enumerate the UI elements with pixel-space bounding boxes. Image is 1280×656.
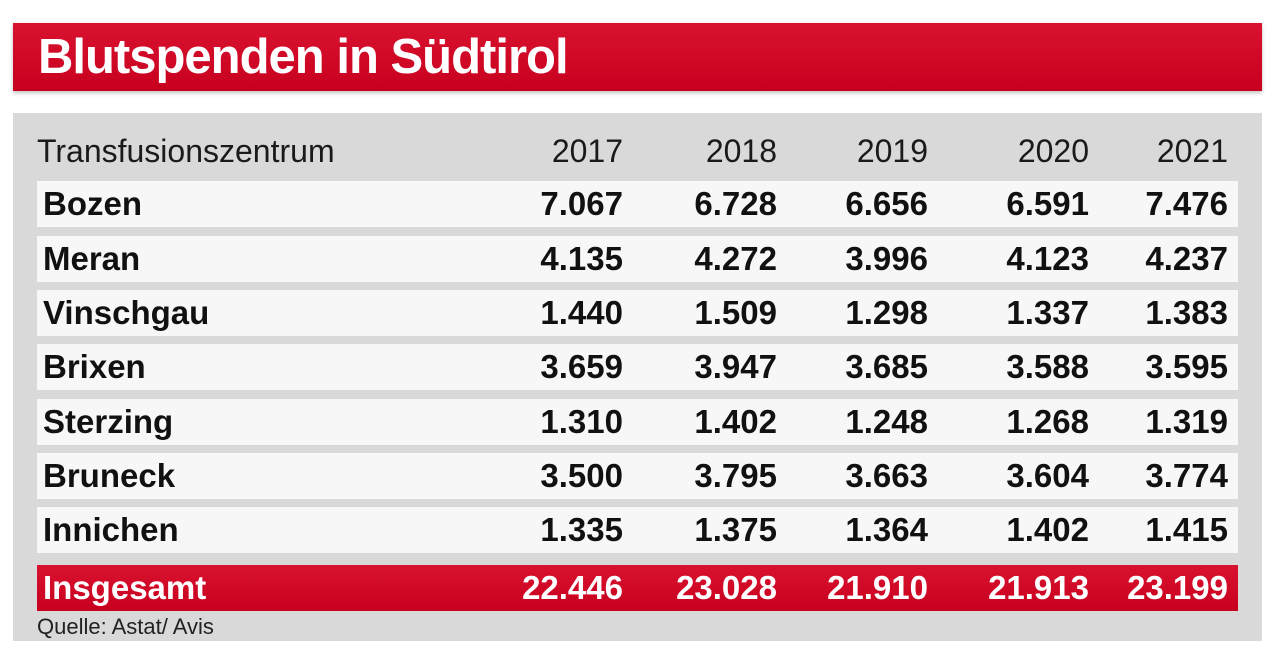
total-label: Insgesamt bbox=[43, 569, 207, 606]
row-value: 3.663 bbox=[845, 457, 928, 494]
table-row: Sterzing 1.310 1.402 1.248 1.268 1.319 bbox=[37, 399, 1238, 445]
table-row: Vinschgau 1.440 1.509 1.298 1.337 1.383 bbox=[37, 290, 1238, 336]
table-row: Brixen 3.659 3.947 3.685 3.588 3.595 bbox=[37, 344, 1238, 390]
row-value: 1.383 bbox=[1145, 294, 1228, 331]
header-year-2018: 2018 bbox=[705, 133, 777, 169]
row-value: 3.795 bbox=[694, 457, 777, 494]
row-value: 1.298 bbox=[845, 294, 928, 331]
row-value: 1.337 bbox=[1006, 294, 1089, 331]
total-value: 23.028 bbox=[676, 569, 777, 606]
row-value: 4.237 bbox=[1145, 240, 1228, 277]
header-label: Transfusionszentrum bbox=[37, 133, 335, 169]
total-value: 21.913 bbox=[988, 569, 1089, 606]
row-value: 1.268 bbox=[1006, 403, 1089, 440]
row-value: 4.272 bbox=[694, 240, 777, 277]
source-note: Quelle: Astat/ Avis bbox=[37, 614, 214, 639]
row-value: 3.774 bbox=[1145, 457, 1228, 494]
row-label: Vinschgau bbox=[43, 294, 210, 331]
row-value: 1.335 bbox=[540, 511, 623, 548]
row-value: 3.588 bbox=[1006, 348, 1089, 385]
row-value: 1.375 bbox=[694, 511, 777, 548]
table-row: Bozen 7.067 6.728 6.656 6.591 7.476 bbox=[37, 181, 1238, 227]
row-value: 4.135 bbox=[540, 240, 623, 277]
table-header: Transfusionszentrum 2017 2018 2019 2020 … bbox=[37, 129, 1237, 173]
row-value: 1.509 bbox=[694, 294, 777, 331]
row-label: Meran bbox=[43, 240, 141, 277]
row-value: 1.415 bbox=[1145, 511, 1228, 548]
header-year-2021: 2021 bbox=[1156, 133, 1228, 169]
row-value: 1.402 bbox=[694, 403, 777, 440]
row-value: 6.591 bbox=[1006, 185, 1089, 222]
row-value: 6.728 bbox=[694, 185, 777, 222]
row-value: 6.656 bbox=[845, 185, 928, 222]
row-value: 1.319 bbox=[1145, 403, 1228, 440]
row-value: 3.604 bbox=[1006, 457, 1089, 494]
row-value: 1.310 bbox=[540, 403, 623, 440]
row-label: Bozen bbox=[43, 185, 142, 222]
row-value: 3.685 bbox=[845, 348, 928, 385]
row-label: Brixen bbox=[43, 348, 146, 385]
row-value: 7.476 bbox=[1145, 185, 1228, 222]
header-year-2020: 2020 bbox=[1017, 133, 1089, 169]
row-value: 7.067 bbox=[540, 185, 623, 222]
total-value: 22.446 bbox=[522, 569, 623, 606]
row-value: 4.123 bbox=[1006, 240, 1089, 277]
total-row: Insgesamt 22.446 23.028 21.910 21.913 23… bbox=[37, 565, 1238, 611]
header-year-2019: 2019 bbox=[856, 133, 928, 169]
total-value: 23.199 bbox=[1127, 569, 1228, 606]
row-label: Innichen bbox=[43, 511, 179, 548]
row-value: 1.364 bbox=[845, 511, 928, 548]
title-bar: Blutspenden in Südtirol bbox=[13, 23, 1262, 91]
row-value: 3.659 bbox=[540, 348, 623, 385]
table-row: Innichen 1.335 1.375 1.364 1.402 1.415 bbox=[37, 507, 1238, 553]
total-value: 21.910 bbox=[827, 569, 928, 606]
row-value: 3.947 bbox=[694, 348, 777, 385]
row-label: Bruneck bbox=[43, 457, 176, 494]
row-value: 1.440 bbox=[540, 294, 623, 331]
chart-title: Blutspenden in Südtirol bbox=[38, 30, 569, 84]
header-year-2017: 2017 bbox=[551, 133, 623, 169]
row-label: Sterzing bbox=[43, 403, 174, 440]
row-value: 3.500 bbox=[540, 457, 623, 494]
table-row: Bruneck 3.500 3.795 3.663 3.604 3.774 bbox=[37, 453, 1238, 499]
row-value: 1.402 bbox=[1006, 511, 1089, 548]
row-value: 3.595 bbox=[1145, 348, 1228, 385]
table-row: Meran 4.135 4.272 3.996 4.123 4.237 bbox=[37, 236, 1238, 282]
row-value: 1.248 bbox=[845, 403, 928, 440]
row-value: 3.996 bbox=[845, 240, 928, 277]
table-panel: Transfusionszentrum 2017 2018 2019 2020 … bbox=[13, 113, 1262, 641]
